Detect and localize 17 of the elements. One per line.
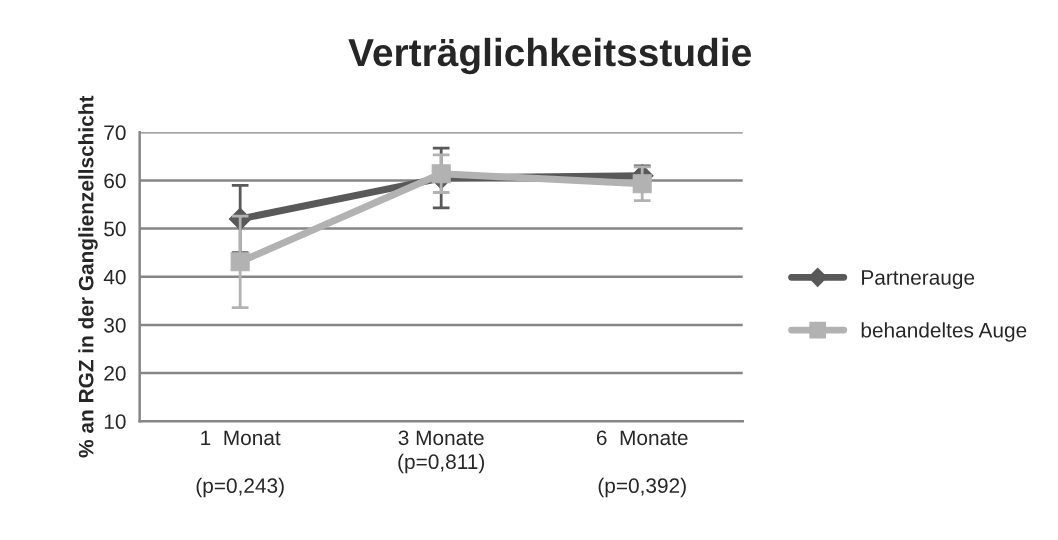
point — [230, 252, 250, 272]
x-tick-label: 3 Monate (p=0,811) — [398, 430, 485, 474]
point — [632, 174, 652, 194]
y-tick-label: 40 — [103, 269, 126, 285]
point — [431, 164, 451, 184]
category-label: 6 Monate (p=0,392) — [596, 430, 688, 498]
legend-label: Partnerauge — [862, 270, 975, 289]
chart-title: Verträglichkeitsstudie — [348, 37, 751, 75]
y-tick-label: 70 — [104, 125, 126, 141]
y-tick-label: 60 — [104, 173, 126, 189]
y-tick-label: 10 — [104, 414, 126, 429]
category-label: 1 Monat (p=0,243) — [196, 430, 284, 498]
y-tick-label: 20 — [104, 366, 126, 381]
y-tick-label: 50 — [104, 221, 126, 237]
legend-label: behandeltes Auge — [861, 322, 1027, 342]
y-axis-title: % an RGZ in der Ganglienzellschicht — [78, 95, 98, 458]
y-tick-label: 30 — [104, 317, 126, 333]
